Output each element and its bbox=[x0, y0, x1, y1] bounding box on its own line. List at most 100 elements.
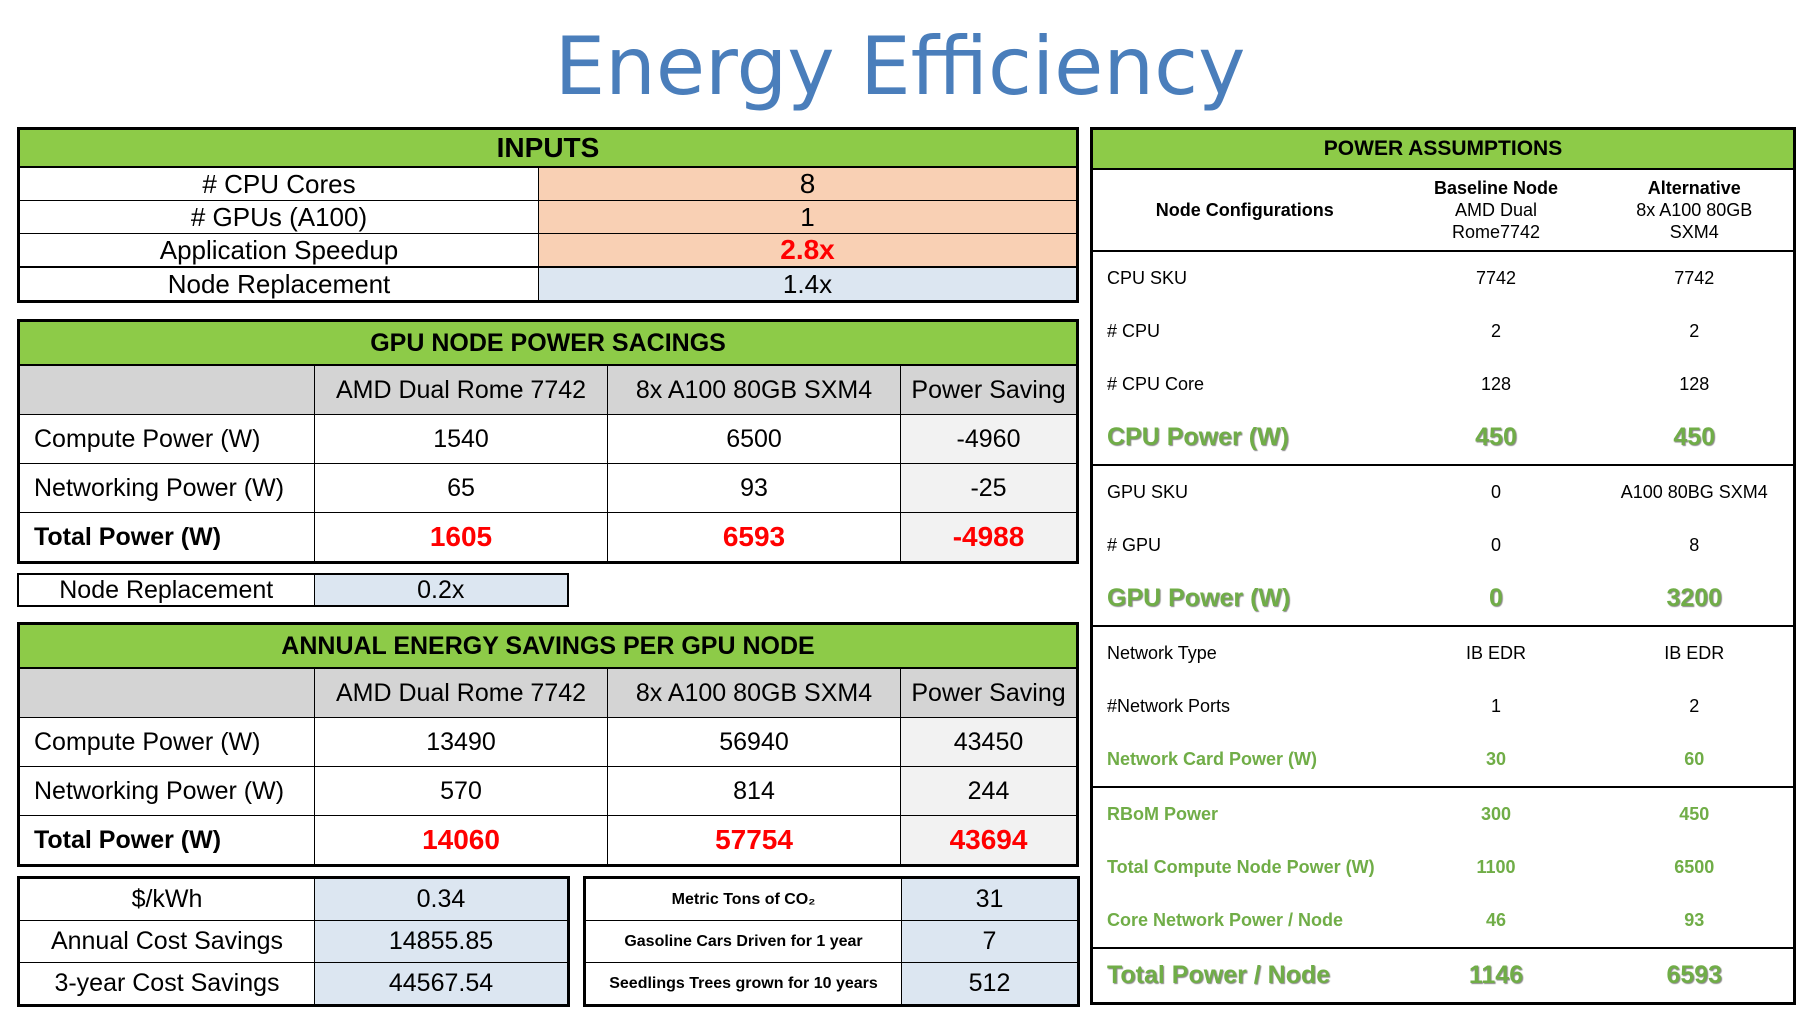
gpu-power-header: GPU NODE POWER SACINGS bbox=[17, 320, 1079, 366]
column-header: AMD Dual Rome 7742 bbox=[314, 364, 608, 415]
alt-value: 128 bbox=[1679, 374, 1710, 394]
cell-value: 1540 bbox=[314, 414, 608, 464]
table-row: $/kWh 0.34 bbox=[18, 877, 569, 921]
input-label: Application Speedup bbox=[18, 233, 539, 268]
row-label: GPU Power (W) bbox=[1107, 584, 1291, 612]
alt-value: A100 80BG SXM4 bbox=[1595, 464, 1795, 519]
power-assumptions-table: POWER ASSUMPTIONS Node Configurations Ba… bbox=[1090, 127, 1796, 1005]
table-row: CPU Power (W) 450 450 bbox=[1092, 411, 1795, 465]
node-replacement-table: Node Replacement 0.2x bbox=[17, 573, 569, 607]
cost-label: 3-year Cost Savings bbox=[18, 962, 315, 1006]
input-label: # CPU Cores bbox=[18, 166, 539, 201]
column-header-row: AMD Dual Rome 7742 8x A100 80GB SXM4 Pow… bbox=[18, 364, 1079, 415]
table-row: 3-year Cost Savings 44567.54 bbox=[18, 962, 569, 1006]
table-row: GPU Power (W) 0 3200 bbox=[1092, 572, 1795, 626]
column-header: Power Saving bbox=[900, 667, 1078, 718]
alt-value: 93 bbox=[1684, 910, 1705, 930]
cell-value: -4960 bbox=[899, 414, 1079, 464]
input-value[interactable]: 2.8x bbox=[538, 233, 1078, 268]
inputs-row: Node Replacement 1.4x bbox=[18, 266, 1078, 302]
row-label: CPU SKU bbox=[1091, 250, 1397, 305]
column-header: 8x A100 80GB SXM4 bbox=[607, 667, 901, 718]
input-value: 1.4x bbox=[538, 266, 1078, 302]
table-row: Core Network Power / Node 46 93 bbox=[1092, 894, 1795, 948]
column-header: Power Saving bbox=[899, 364, 1079, 415]
table-row: Annual Cost Savings 14855.85 bbox=[18, 920, 569, 963]
table-row: Compute Power (W) 13490 56940 43450 bbox=[18, 717, 1078, 767]
baseline-value: 30 bbox=[1485, 749, 1507, 769]
row-label: #Network Ports bbox=[1107, 696, 1231, 716]
row-label: Networking Power (W) bbox=[18, 766, 315, 816]
cell-value: 6593 bbox=[607, 512, 901, 563]
cell-value: -4988 bbox=[899, 512, 1079, 563]
input-value[interactable]: 8 bbox=[538, 166, 1078, 201]
baseline-value: 0 bbox=[1490, 535, 1501, 555]
table-row-total: Total Power (W) 14060 57754 43694 bbox=[18, 815, 1078, 866]
table-row: Networking Power (W) 570 814 244 bbox=[18, 766, 1078, 816]
cost-table: $/kWh 0.34 Annual Cost Savings 14855.85 … bbox=[17, 876, 570, 1007]
input-value[interactable]: 1 bbox=[538, 200, 1078, 234]
alt-value: IB EDR bbox=[1595, 625, 1795, 680]
table-row: Networking Power (W) 65 93 -25 bbox=[18, 463, 1079, 513]
table-row: RBoM Power 300 450 bbox=[1091, 786, 1795, 841]
alt-value: 2 bbox=[1689, 321, 1700, 341]
column-header: AMD Dual Rome 7742 bbox=[314, 667, 608, 718]
cell-value: 43450 bbox=[900, 717, 1078, 767]
node-replacement-value: 0.2x bbox=[313, 573, 569, 607]
inputs-row: Application Speedup 2.8x bbox=[18, 233, 1078, 268]
row-label: Total Power (W) bbox=[18, 815, 315, 866]
inputs-table: INPUTS # CPU Cores 8 # GPUs (A100) 1 App… bbox=[17, 127, 1079, 303]
cell-value: 65 bbox=[314, 463, 608, 513]
cost-value: 14855.85 bbox=[314, 920, 569, 963]
cell-value: 570 bbox=[314, 766, 608, 816]
alt-value: 450 bbox=[1673, 423, 1716, 451]
node-replacement-label: Node Replacement bbox=[17, 573, 315, 607]
row-label: Network Type bbox=[1091, 625, 1397, 680]
table-row: Network Type IB EDR IB EDR bbox=[1091, 625, 1795, 680]
cell-value: 56940 bbox=[607, 717, 901, 767]
row-label: GPU SKU bbox=[1091, 464, 1397, 519]
table-row: Gasoline Cars Driven for 1 year 7 bbox=[584, 920, 1079, 963]
baseline-value: 128 bbox=[1480, 374, 1512, 394]
table-row: Seedlings Trees grown for 10 years 512 bbox=[584, 962, 1079, 1006]
env-value: 512 bbox=[901, 962, 1079, 1006]
cost-value: 0.34 bbox=[314, 877, 569, 921]
cell-value: 814 bbox=[607, 766, 901, 816]
env-label: Metric Tons of CO₂ bbox=[584, 877, 902, 921]
baseline-value: 1146 bbox=[1396, 947, 1596, 1004]
baseline-value: 2 bbox=[1490, 321, 1501, 341]
alt-value: 2 bbox=[1689, 696, 1700, 716]
baseline-line: Rome7742 bbox=[1451, 222, 1541, 242]
annual-header: ANNUAL ENERGY SAVINGS PER GPU NODE bbox=[18, 623, 1078, 669]
env-label: Gasoline Cars Driven for 1 year bbox=[584, 920, 902, 963]
alt-value: 450 bbox=[1595, 786, 1795, 841]
baseline-header: Baseline Node AMD Dual Rome7742 bbox=[1397, 169, 1596, 251]
alt-value: 7742 bbox=[1595, 250, 1795, 305]
alternative-title: Alternative bbox=[1647, 178, 1741, 198]
table-row: Compute Power (W) 1540 6500 -4960 bbox=[18, 414, 1079, 464]
row-label: CPU Power (W) bbox=[1107, 423, 1289, 451]
env-value: 7 bbox=[901, 920, 1079, 963]
table-row-total: Total Power / Node 1146 6593 bbox=[1091, 947, 1795, 1004]
column-header-row: AMD Dual Rome 7742 8x A100 80GB SXM4 Pow… bbox=[18, 667, 1078, 718]
table-row: # GPU 0 8 bbox=[1092, 519, 1795, 572]
baseline-value: 300 bbox=[1396, 786, 1596, 841]
table-row: CPU SKU 7742 7742 bbox=[1091, 250, 1795, 305]
env-value: 31 bbox=[901, 877, 1079, 921]
baseline-value: 1100 bbox=[1476, 857, 1516, 877]
alternative-header: Alternative 8x A100 80GB SXM4 bbox=[1596, 169, 1795, 251]
annual-savings-table: ANNUAL ENERGY SAVINGS PER GPU NODE AMD D… bbox=[17, 622, 1079, 867]
row-label: # CPU Core bbox=[1107, 374, 1205, 394]
baseline-value: 450 bbox=[1475, 423, 1517, 451]
cell-value: 14060 bbox=[314, 815, 608, 866]
table-row: Metric Tons of CO₂ 31 bbox=[584, 877, 1079, 921]
cell-value: 43694 bbox=[900, 815, 1078, 866]
table-row: Total Compute Node Power (W) 1100 6500 bbox=[1092, 841, 1795, 894]
row-label: Network Card Power (W) bbox=[1107, 749, 1318, 769]
baseline-line: AMD Dual bbox=[1454, 200, 1538, 220]
inputs-row: # CPU Cores 8 bbox=[18, 166, 1078, 201]
baseline-value: 0 bbox=[1489, 584, 1503, 612]
cost-value: 44567.54 bbox=[314, 962, 569, 1006]
table-row: # CPU 2 2 bbox=[1092, 305, 1795, 358]
row-label: # CPU bbox=[1107, 321, 1161, 341]
